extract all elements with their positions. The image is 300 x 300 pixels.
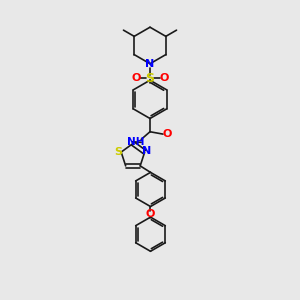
Text: O: O [131,74,141,83]
Text: O: O [159,74,169,83]
Text: S: S [114,147,122,157]
Text: O: O [163,129,172,139]
Text: N: N [142,146,152,157]
Text: N: N [146,59,154,69]
Text: S: S [146,72,154,85]
Text: NH: NH [127,137,144,147]
Text: O: O [146,209,155,219]
